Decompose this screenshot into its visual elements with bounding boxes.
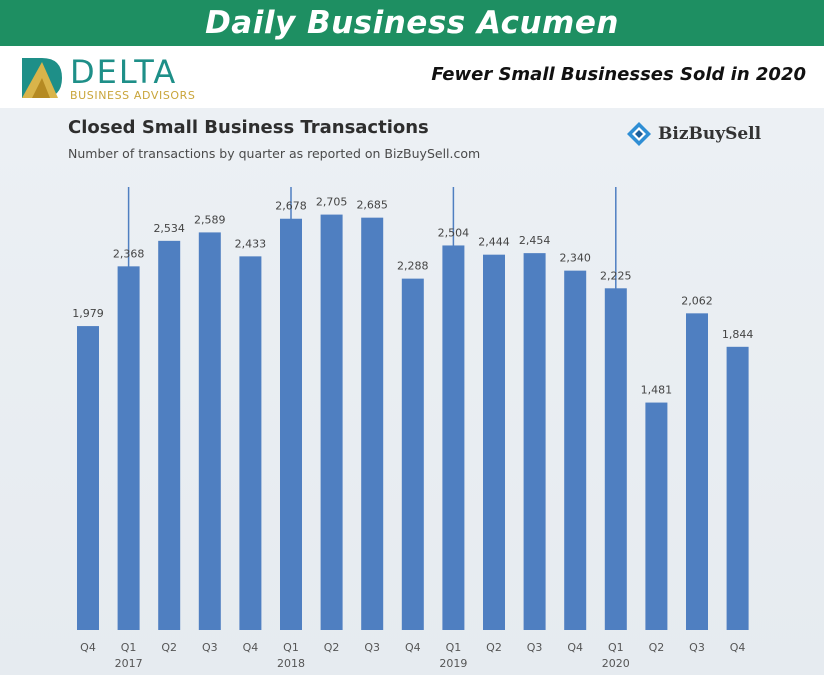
year-label-13: 2020 — [602, 657, 630, 670]
headline: Fewer Small Businesses Sold in 2020 — [431, 64, 806, 85]
bar-16 — [726, 346, 749, 630]
bizbuysell-logo-text: BizBuySell — [658, 124, 762, 144]
header-banner: Daily Business Acumen — [0, 0, 824, 46]
x-tick-label-10: Q2 — [486, 641, 502, 654]
bar-2 — [158, 240, 181, 630]
data-label-10: 2,444 — [478, 236, 510, 249]
x-tick-label-9: Q1 — [446, 641, 462, 654]
x-tick-label-7: Q3 — [364, 641, 380, 654]
x-tick-label-3: Q3 — [202, 641, 218, 654]
data-label-14: 1,481 — [641, 384, 673, 397]
bar-12 — [564, 270, 587, 630]
bar-6 — [320, 214, 343, 630]
bar-13 — [604, 288, 627, 630]
bar-9 — [442, 245, 465, 630]
x-tick-label-13: Q1 — [608, 641, 624, 654]
bar-5 — [280, 218, 302, 630]
data-label-11: 2,454 — [519, 234, 551, 247]
bar-0 — [77, 326, 99, 630]
chart-title: Closed Small Business Transactions — [68, 117, 429, 138]
x-tick-label-16: Q4 — [730, 641, 746, 654]
bizbuysell-logo-icon — [627, 122, 651, 146]
bar-14 — [645, 402, 668, 630]
logo-name: DELTA — [70, 53, 178, 91]
x-tick-label-15: Q3 — [689, 641, 705, 654]
bar-7 — [361, 217, 384, 631]
x-tick-label-11: Q3 — [527, 641, 543, 654]
x-tick-label-5: Q1 — [283, 641, 299, 654]
data-label-8: 2,288 — [397, 260, 429, 273]
data-label-7: 2,685 — [356, 199, 388, 212]
bar-11 — [523, 253, 546, 630]
year-label-1: 2017 — [115, 657, 143, 670]
x-tick-label-12: Q4 — [567, 641, 583, 654]
bar-15 — [686, 313, 708, 630]
bar-8 — [401, 278, 424, 630]
data-label-2: 2,534 — [153, 222, 185, 235]
data-label-3: 2,589 — [194, 213, 226, 226]
bizbuysell-logo: BizBuySell — [626, 121, 761, 147]
delta-logo-icon — [22, 58, 62, 98]
x-tick-label-8: Q4 — [405, 641, 421, 654]
x-tick-label-14: Q2 — [649, 641, 665, 654]
data-label-15: 2,062 — [681, 294, 713, 307]
chart-subtitle: Number of transactions by quarter as rep… — [68, 146, 481, 161]
data-label-9: 2,504 — [438, 226, 470, 239]
data-label-16: 1,844 — [722, 328, 754, 341]
subheader: DELTA BUSINESS ADVISORS Fewer Small Busi… — [0, 46, 824, 108]
data-label-0: 1,979 — [72, 307, 104, 320]
data-label-6: 2,705 — [316, 196, 348, 209]
logo-tagline: BUSINESS ADVISORS — [70, 89, 196, 102]
banner-title: Daily Business Acumen — [205, 5, 619, 41]
x-tick-label-2: Q2 — [161, 641, 177, 654]
x-tick-label-0: Q4 — [80, 641, 96, 654]
year-label-9: 2019 — [439, 657, 467, 670]
bar-3 — [198, 232, 221, 630]
data-label-12: 2,340 — [559, 252, 591, 265]
x-tick-label-4: Q4 — [243, 641, 259, 654]
data-label-1: 2,368 — [113, 247, 145, 260]
bar-1 — [117, 266, 140, 630]
bar-10 — [483, 254, 505, 630]
data-label-5: 2,678 — [275, 200, 307, 213]
data-label-13: 2,225 — [600, 269, 632, 282]
year-label-5: 2018 — [277, 657, 305, 670]
bar-4 — [239, 256, 262, 630]
data-label-4: 2,433 — [235, 237, 267, 250]
x-tick-label-1: Q1 — [121, 641, 137, 654]
x-tick-label-6: Q2 — [324, 641, 340, 654]
